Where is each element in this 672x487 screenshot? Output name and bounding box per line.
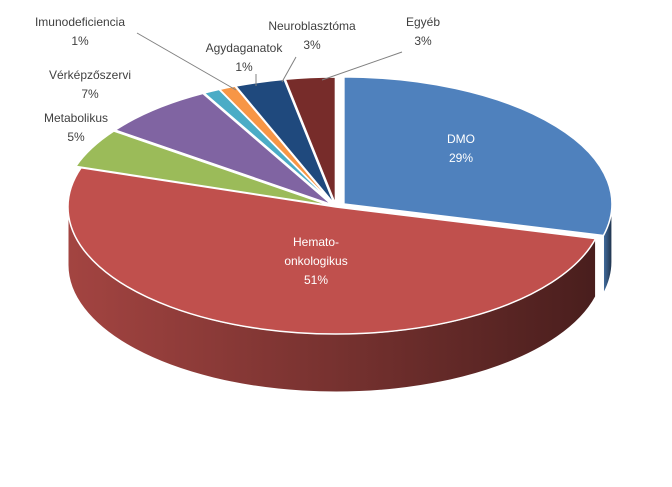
- slice-value-label-neuroblasztoma: 3%: [303, 38, 321, 52]
- slice-value-label-agydaganatok: 1%: [235, 60, 253, 74]
- slice-value-label-dmo: 29%: [449, 151, 473, 165]
- slice-name-label-agydaganatok: Agydaganatok: [206, 41, 284, 55]
- leader-line-egyeb: [321, 51, 403, 81]
- slice-metabolikus: [74, 130, 331, 207]
- slice-name-label-egyeb: Egyéb: [406, 15, 440, 29]
- slice-name-label-hemato: onkologikus: [284, 254, 347, 268]
- slice-value-label-metabolikus: 5%: [67, 130, 85, 144]
- slice-dmo: [343, 76, 613, 237]
- leader-line-neuroblasztoma: [281, 56, 297, 83]
- slice-value-label-immunodeficiencia: 1%: [71, 34, 89, 48]
- slice-verkepzoszervi: [113, 92, 333, 206]
- slice-name-label-verkepzoszervi: Vérképzőszervi: [49, 68, 131, 82]
- slice-hemato: [67, 166, 597, 335]
- leader-lines: [136, 32, 403, 91]
- leader-line-immunodeficiencia: [136, 32, 237, 91]
- slice-labels: DMO 29% Hemato-onkologikus 51% Metabolikus 5%…: [35, 15, 475, 287]
- pie-tops: [67, 76, 613, 335]
- slice-neuroblasztoma: [234, 78, 336, 205]
- slice-name-label-hemato: Hemato-: [293, 235, 339, 249]
- slice-value-label-egyeb: 3%: [414, 34, 432, 48]
- slice-name-label-neuroblasztoma: Neuroblasztóma: [268, 19, 356, 33]
- slice-name-label-dmo: DMO: [447, 132, 475, 146]
- slice-name-label-immunodeficiencia: Imunodeficiencia: [35, 15, 125, 29]
- slice-egyeb: [284, 76, 337, 205]
- slice-value-label-hemato: 51%: [304, 273, 328, 287]
- slice-value-label-verkepzoszervi: 7%: [81, 87, 99, 101]
- slice-name-label-metabolikus: Metabolikus: [44, 111, 108, 125]
